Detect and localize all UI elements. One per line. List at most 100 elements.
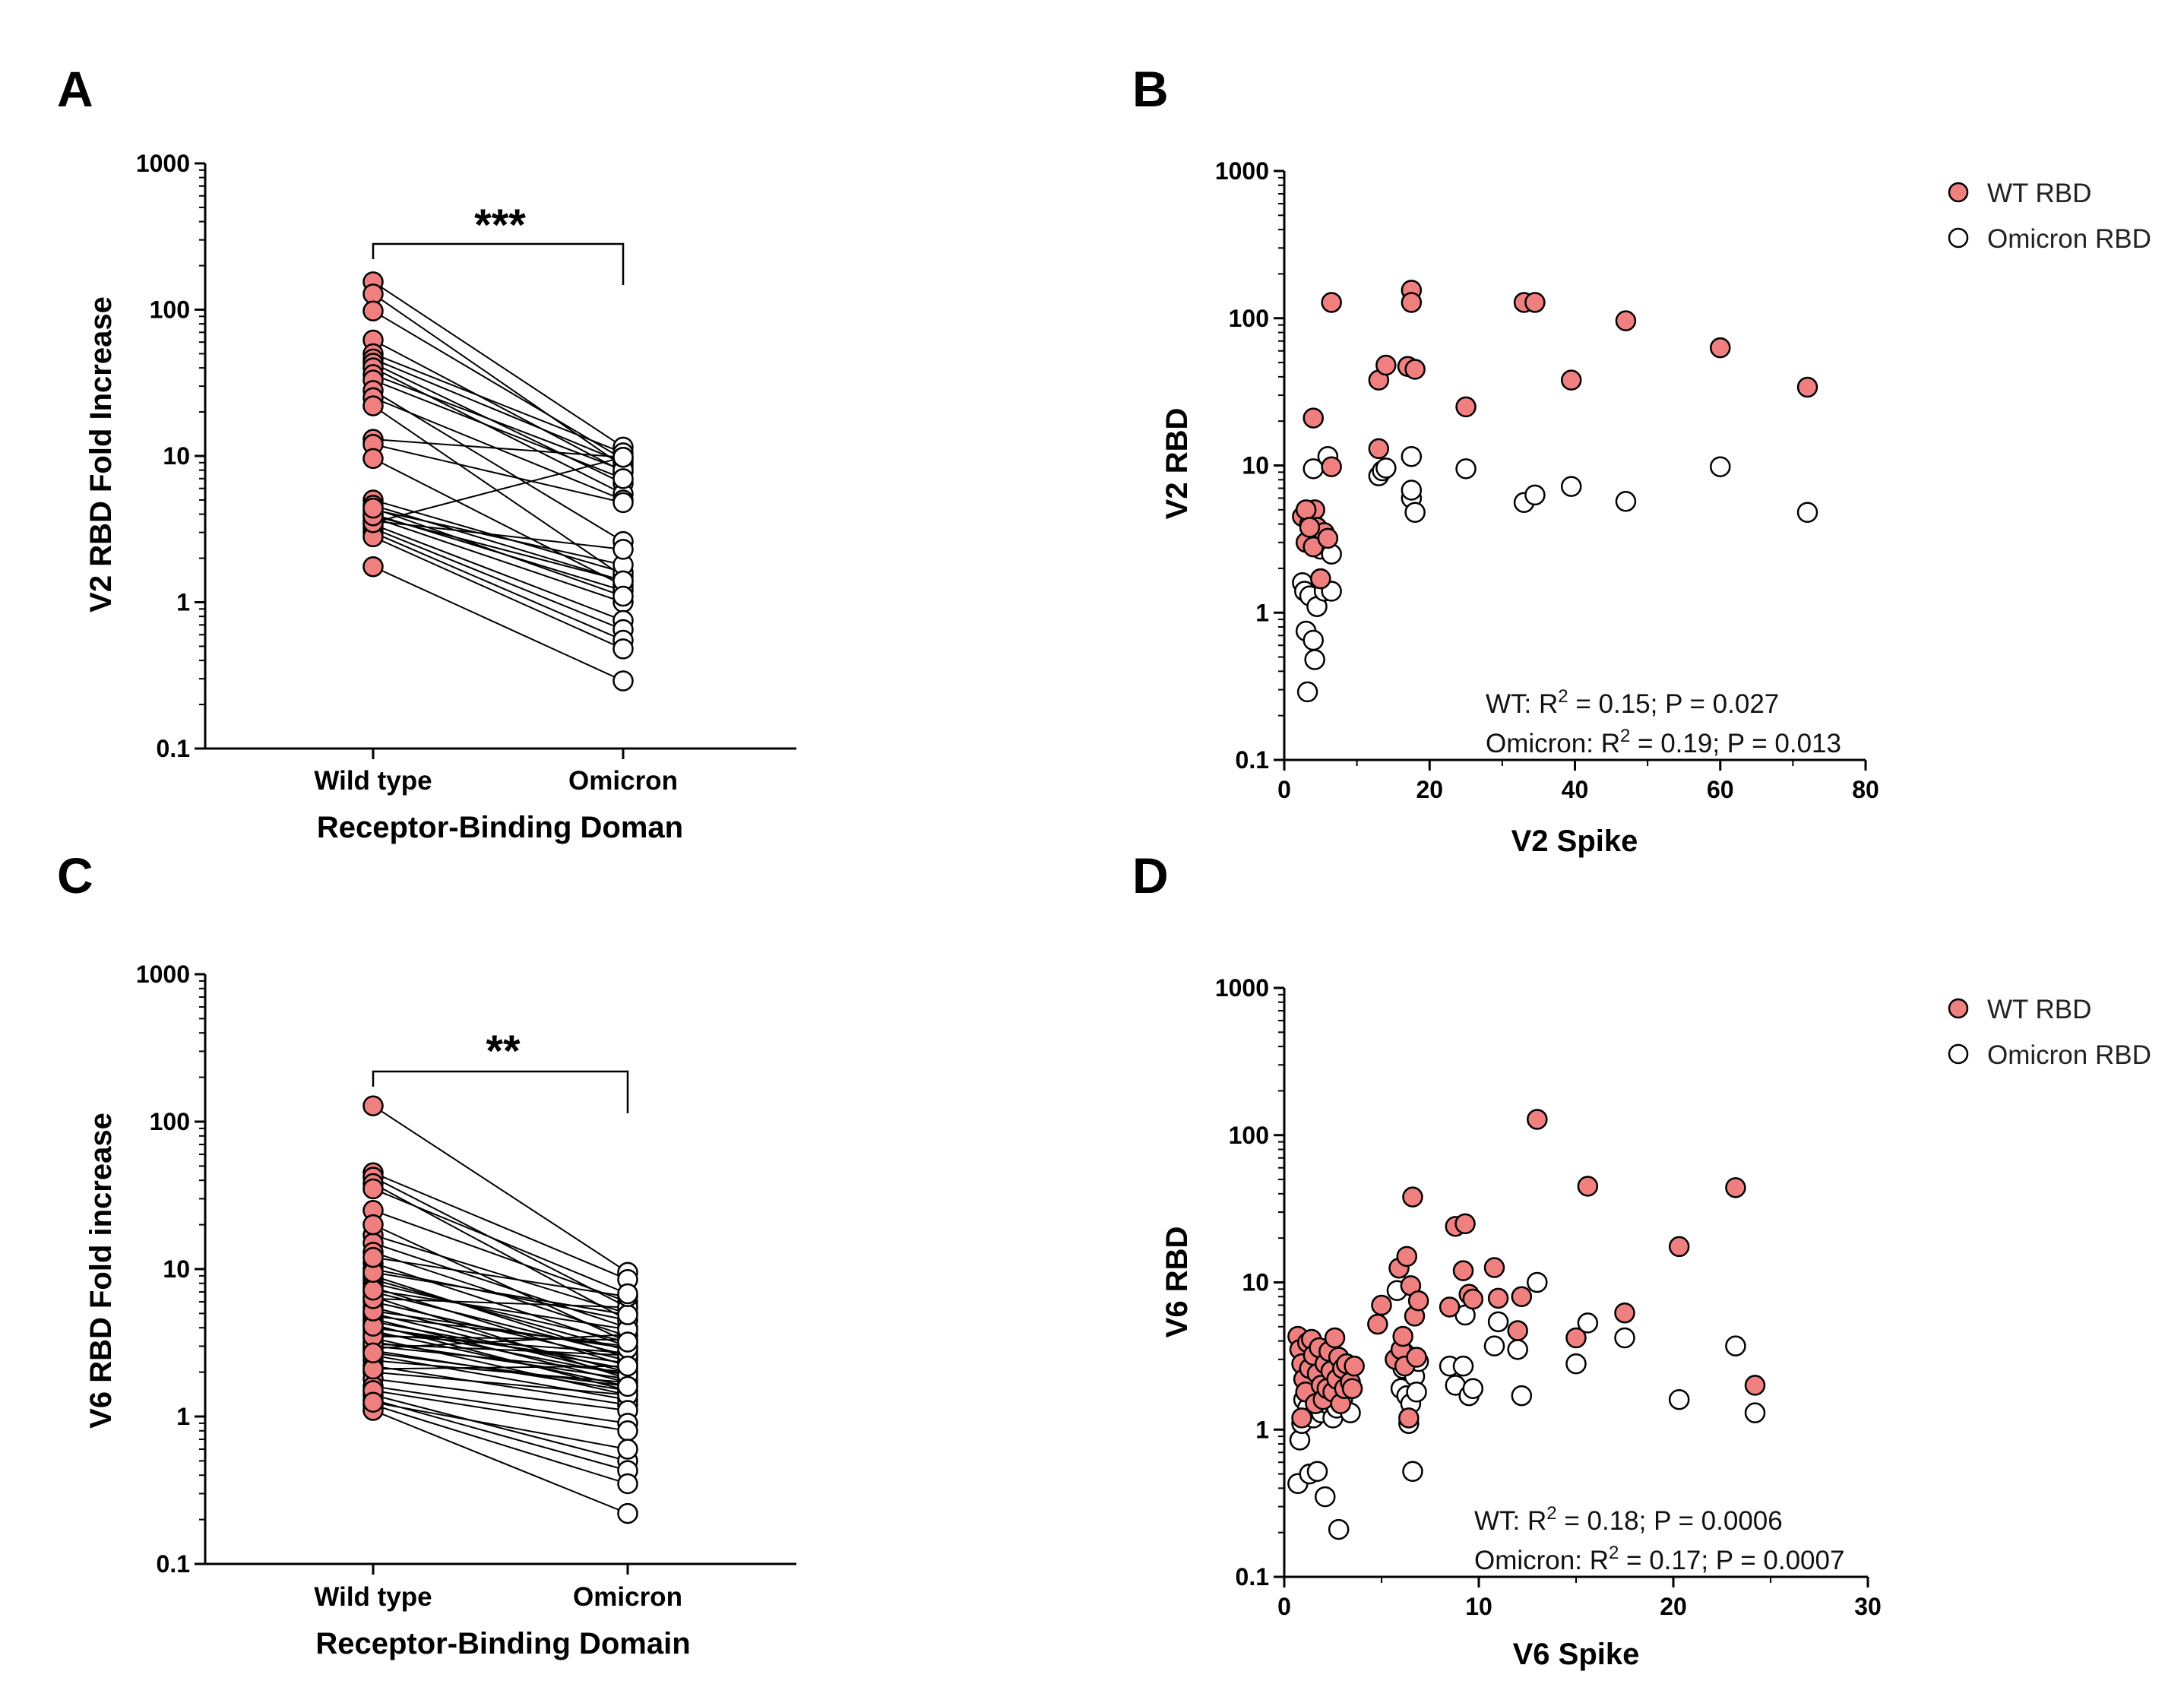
pair-line xyxy=(372,524,624,622)
legend-omicron-label: Omicron RBD xyxy=(1987,1040,2151,1070)
wt-rbd-point xyxy=(1577,1176,1599,1197)
omicron-rbd-point xyxy=(1507,1339,1528,1360)
wt-rbd-point xyxy=(1302,407,1324,429)
wt-rbd-point xyxy=(1454,1213,1476,1235)
omicron-rbd-point xyxy=(1796,502,1818,524)
panel-label-a: A xyxy=(57,61,93,117)
pair-line xyxy=(372,367,624,495)
pair-line xyxy=(372,457,624,587)
omicron-rbd-point xyxy=(1487,1311,1509,1333)
pair-line xyxy=(372,527,624,631)
pair-line xyxy=(372,390,624,543)
panel-b-plot xyxy=(1292,280,1818,703)
wt-rbd-point xyxy=(1404,359,1426,380)
wt-rbd-point xyxy=(1614,1302,1635,1324)
ann-d-wt-sup: 2 xyxy=(1546,1503,1556,1524)
pair-line xyxy=(372,1291,628,1356)
pair-line xyxy=(372,565,624,682)
wild-type-point xyxy=(362,448,384,470)
omicron-rbd-point xyxy=(1744,1402,1766,1423)
y-tick-label: 1 xyxy=(176,589,190,616)
wt-rbd-point xyxy=(1371,1294,1392,1316)
wt-rbd-point xyxy=(1615,310,1637,331)
wt-rbd-point xyxy=(1398,1407,1420,1429)
wt-rbd-point xyxy=(1291,1407,1312,1429)
panel-c-category-omicron: Omicron xyxy=(573,1582,682,1612)
omicron-rbd-point xyxy=(1296,681,1318,703)
pair-line xyxy=(372,1341,628,1380)
omicron-point xyxy=(612,468,634,489)
pair-line xyxy=(372,1350,628,1391)
pair-line xyxy=(372,1360,628,1384)
legend-wt-marker xyxy=(1948,182,1969,203)
y-tick-label: 1 xyxy=(1255,1416,1269,1443)
pair-line xyxy=(372,531,624,641)
panel-c-significance: ** xyxy=(486,1027,521,1076)
pair-line xyxy=(372,504,624,582)
legend-wt-marker xyxy=(1948,998,1969,1019)
legend-omicron-marker xyxy=(1948,227,1969,248)
omicron-point xyxy=(612,539,634,560)
pair-line xyxy=(372,353,624,454)
wt-rbd-point xyxy=(1487,1287,1509,1309)
ann-d-om-sup: 2 xyxy=(1609,1543,1619,1563)
pair-line xyxy=(372,516,624,603)
legend-omicron-label: Omicron RBD xyxy=(1987,224,2151,254)
panel-b: B 0.1 1 10 100 1000 0 20 40 60 80 V2 RBD V2 Spik… xyxy=(1132,61,2151,858)
wt-rbd-point xyxy=(1462,1288,1484,1310)
omicron-point xyxy=(617,1304,638,1325)
panel-d-annotation-omicron: Omicron: R2 = 0.17; P = 0.0007 xyxy=(1474,1543,1844,1575)
wild-type-point xyxy=(362,1279,384,1301)
wt-rbd-point xyxy=(1725,1177,1746,1198)
panel-d-y-label: V6 RBD xyxy=(1160,1227,1194,1338)
wt-rbd-point xyxy=(1483,1257,1505,1278)
pair-line xyxy=(372,443,624,504)
legend-omicron-marker xyxy=(1948,1043,1969,1065)
omicron-rbd-point xyxy=(1462,1378,1484,1399)
omicron-rbd-point xyxy=(1455,458,1477,480)
legend-wt-label: WT RBD xyxy=(1987,995,2091,1024)
pair-line xyxy=(372,1343,628,1356)
wt-rbd-point xyxy=(1392,1325,1413,1347)
pair-line xyxy=(372,1297,628,1309)
wt-rbd-point xyxy=(1375,354,1397,376)
significance-bracket xyxy=(372,242,625,285)
ann-d-wt-prefix: WT: R xyxy=(1474,1506,1546,1536)
y-tick-label: 100 xyxy=(1229,1122,1269,1149)
wt-rbd-point xyxy=(1299,517,1321,538)
pair-line xyxy=(372,1315,628,1347)
omicron-point xyxy=(617,1439,638,1460)
wt-rbd-point xyxy=(1321,456,1342,477)
panel-a: A 0.1 1 10 100 1000 V2 RBD Fold Increase Wil… xyxy=(57,61,796,844)
pair-line xyxy=(372,1394,628,1462)
wt-rbd-point xyxy=(1321,292,1342,313)
ann-d-om-suffix: = 0.17; P = 0.0007 xyxy=(1619,1546,1844,1575)
pair-line xyxy=(372,1352,628,1388)
omicron-rbd-point xyxy=(1710,456,1731,477)
panel-b-y-axis: 0.1 1 10 100 1000 xyxy=(1215,157,1286,774)
y-tick-label: 10 xyxy=(163,1255,190,1283)
panel-a-significance: *** xyxy=(474,201,526,250)
wild-type-point xyxy=(362,1391,384,1413)
wild-type-point xyxy=(362,497,384,519)
omicron-point xyxy=(617,1502,638,1524)
y-tick-label: 10 xyxy=(163,442,190,470)
y-tick-label: 1000 xyxy=(136,150,190,177)
omicron-rbd-point xyxy=(1511,1385,1533,1407)
y-tick-label: 1000 xyxy=(1215,974,1269,1002)
panel-d-x-label: V6 Spike xyxy=(1513,1638,1640,1671)
omicron-rbd-point xyxy=(1615,491,1637,512)
y-tick-label: 1 xyxy=(176,1403,190,1430)
wt-rbd-point xyxy=(1455,396,1477,418)
x-tick-label: 60 xyxy=(1707,776,1734,803)
wild-type-point xyxy=(362,1214,384,1236)
wild-type-point xyxy=(362,1246,384,1268)
panel-a-category-omicron: Omicron xyxy=(568,766,678,796)
omicron-rbd-point xyxy=(1406,1382,1427,1403)
pair-line xyxy=(372,438,624,458)
wt-rbd-point xyxy=(1560,369,1582,391)
y-tick-label: 100 xyxy=(1229,305,1269,332)
omicron-rbd-point xyxy=(1306,1461,1328,1483)
omicron-rbd-point xyxy=(1565,1353,1587,1375)
